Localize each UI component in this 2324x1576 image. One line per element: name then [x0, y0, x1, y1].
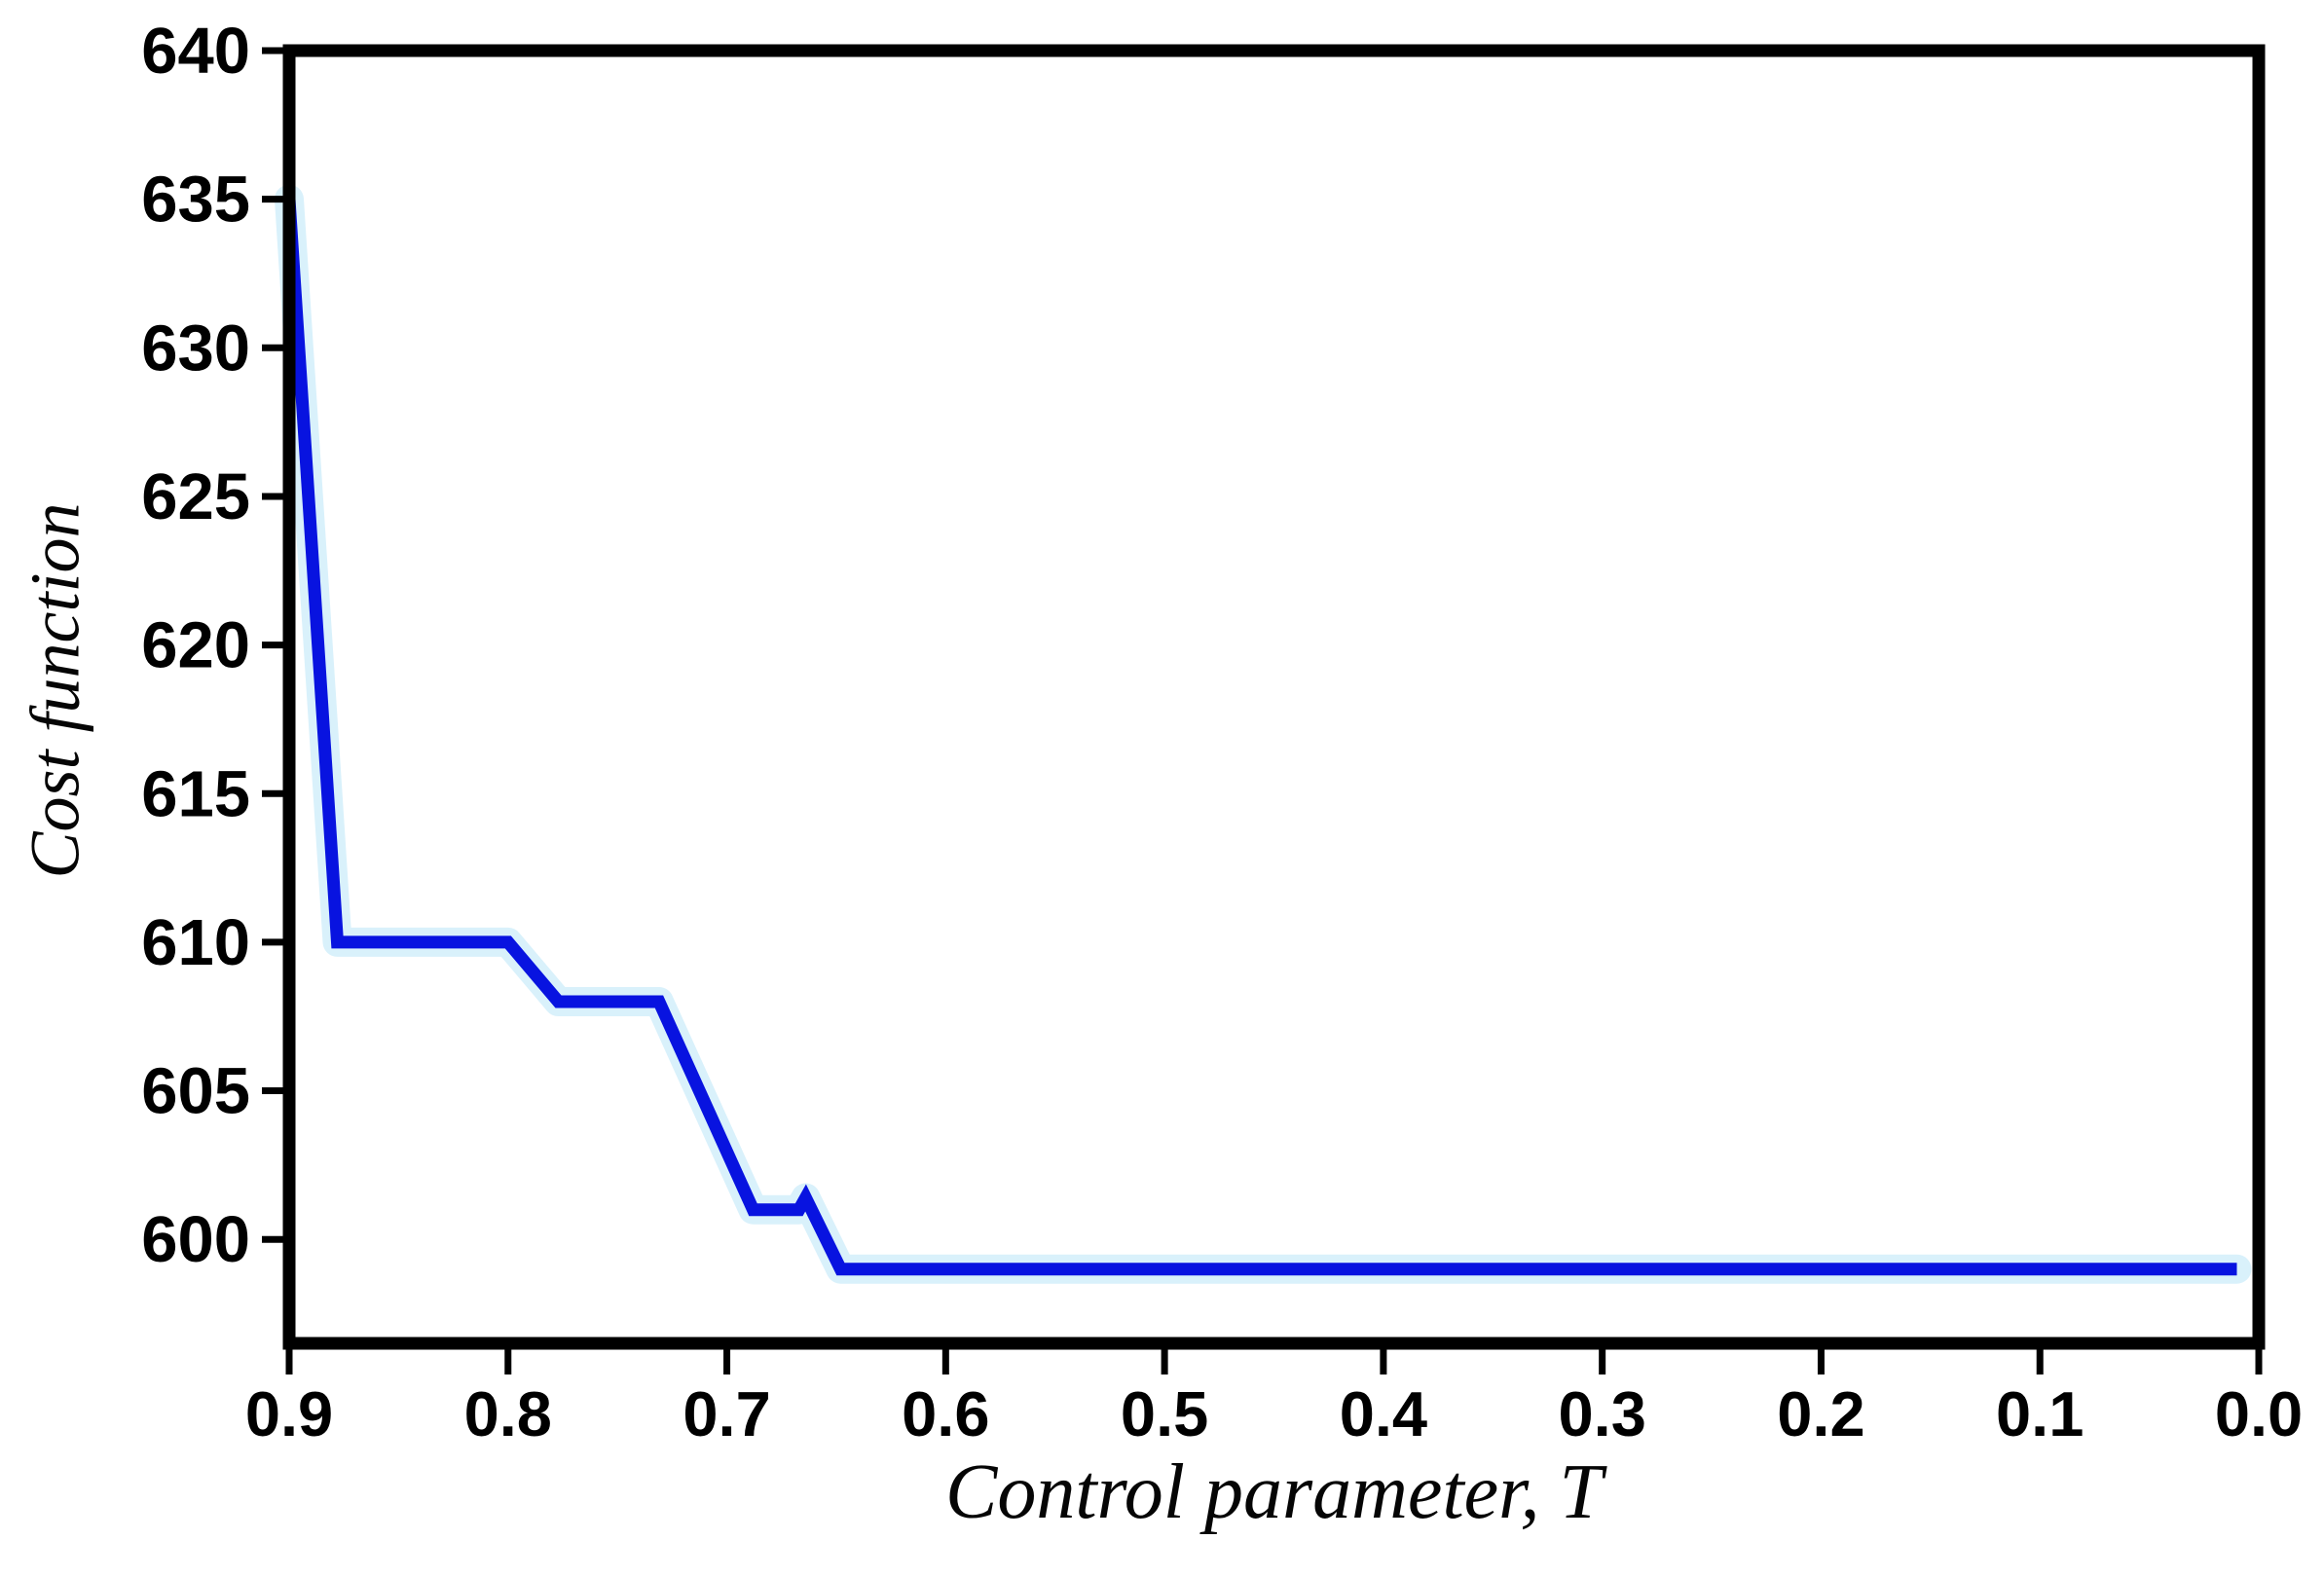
y-tick-label: 620 — [141, 609, 250, 682]
y-tick-label: 600 — [141, 1203, 250, 1276]
x-tick-label: 0.0 — [2215, 1378, 2303, 1449]
x-tick-label: 0.2 — [1777, 1378, 1864, 1449]
cost-line-halo — [275, 184, 2252, 1284]
x-tick-label: 0.5 — [1121, 1378, 1208, 1449]
x-tick-label: 0.6 — [902, 1378, 989, 1449]
y-tick-label: 615 — [141, 757, 250, 830]
x-tick-label: 0.1 — [1996, 1378, 2084, 1449]
x-tick-label: 0.4 — [1340, 1378, 1427, 1449]
y-tick-label: 635 — [141, 164, 250, 237]
y-tick-label: 625 — [141, 460, 250, 533]
x-axis-title: Control parameter, T — [945, 1449, 1603, 1535]
y-tick-label: 630 — [141, 312, 250, 385]
y-tick-label: 640 — [141, 15, 250, 88]
x-tick-label: 0.7 — [682, 1378, 770, 1449]
y-axis-title: Cost function — [16, 502, 94, 879]
plot-frame — [282, 44, 2266, 1350]
y-tick-label: 610 — [141, 906, 250, 979]
x-tick-label: 0.8 — [464, 1378, 552, 1449]
y-tick-label: 605 — [141, 1055, 250, 1128]
cost-line — [282, 199, 2237, 1276]
x-tick-label: 0.3 — [1558, 1378, 1645, 1449]
x-tick-label: 0.9 — [245, 1378, 333, 1449]
